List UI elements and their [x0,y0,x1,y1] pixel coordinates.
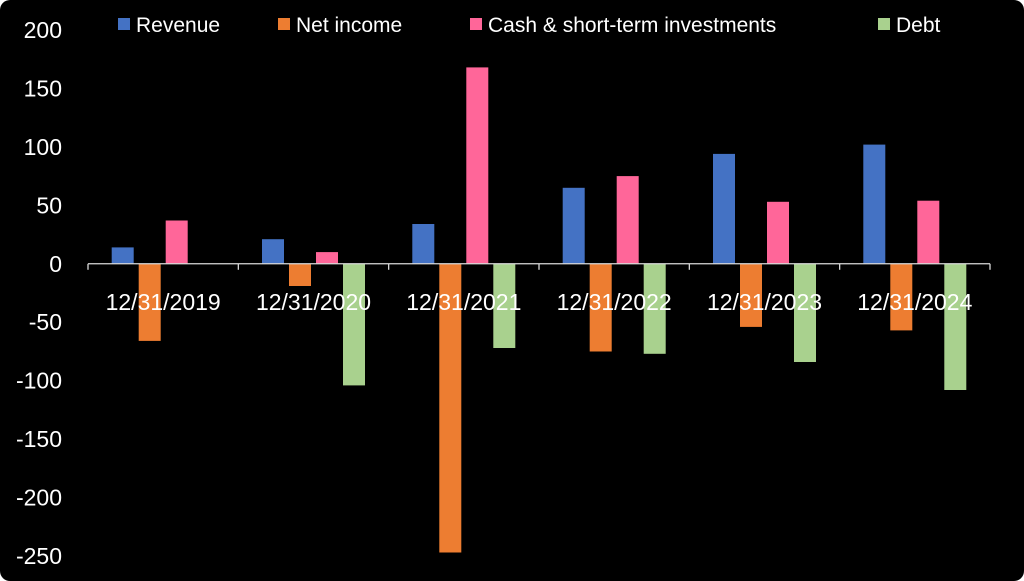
bar-net-income [589,263,612,352]
bars [111,67,967,553]
legend-label: Revenue [136,14,220,37]
bar-revenue [863,144,886,264]
bar-cash-short-term-investments [165,220,188,264]
bar-net-income [740,263,762,327]
bar-debt [944,263,967,390]
bar-net-income [890,263,913,331]
y-tick-label: 100 [24,134,62,160]
x-tick-label: 12/31/2024 [857,289,972,315]
y-tick-label: 200 [24,17,62,43]
bar-cash-short-term-investments [917,200,940,264]
bar-cash-short-term-investments [767,201,789,264]
y-tick-label: 0 [49,251,62,277]
bar-revenue [562,187,585,264]
legend-swatch [278,18,290,30]
legend-label: Debt [896,14,941,37]
y-tick-label: 50 [36,192,62,218]
legend: Revenue Net income Cash & short-term inves… [118,14,941,37]
legend-label: Net income [296,14,402,37]
legend-swatch [470,18,482,30]
y-axis: 200 150 100 50 0 -50 -100 -150 -200 -250 [16,17,62,569]
x-tick-label: 12/31/2021 [406,289,521,315]
legend-swatch [878,18,890,30]
bar-revenue [262,239,284,264]
bar-revenue [111,247,134,264]
bar-net-income [138,263,161,341]
y-tick-label: -100 [16,368,62,394]
y-tick-label: -200 [16,485,62,511]
bar-revenue [412,224,435,264]
bar-debt [643,263,666,354]
bar-net-income [439,263,462,553]
y-tick-label: -150 [16,426,62,452]
bar-revenue [713,153,735,264]
bar-cash-short-term-investments [316,252,338,264]
bar-cash-short-term-investments [616,176,639,264]
y-tick-label: -250 [16,543,62,569]
y-tick-label: -50 [29,309,62,335]
bar-debt [343,263,365,386]
x-axis: 12/31/2019 12/31/2020 12/31/2021 12/31/2022… [87,263,991,315]
bar-cash-short-term-investments [466,67,489,264]
y-tick-label: 150 [24,75,62,101]
bar-debt [794,263,816,362]
legend-swatch [118,18,130,30]
x-tick-label: 12/31/2020 [256,289,371,315]
bar-net-income [289,263,311,286]
legend-label: Cash & short-term investments [488,14,776,37]
bar-debt [493,263,516,348]
x-tick-label: 12/31/2019 [106,289,221,315]
x-tick-label: 12/31/2022 [557,289,672,315]
x-tick-label: 12/31/2023 [707,289,822,315]
